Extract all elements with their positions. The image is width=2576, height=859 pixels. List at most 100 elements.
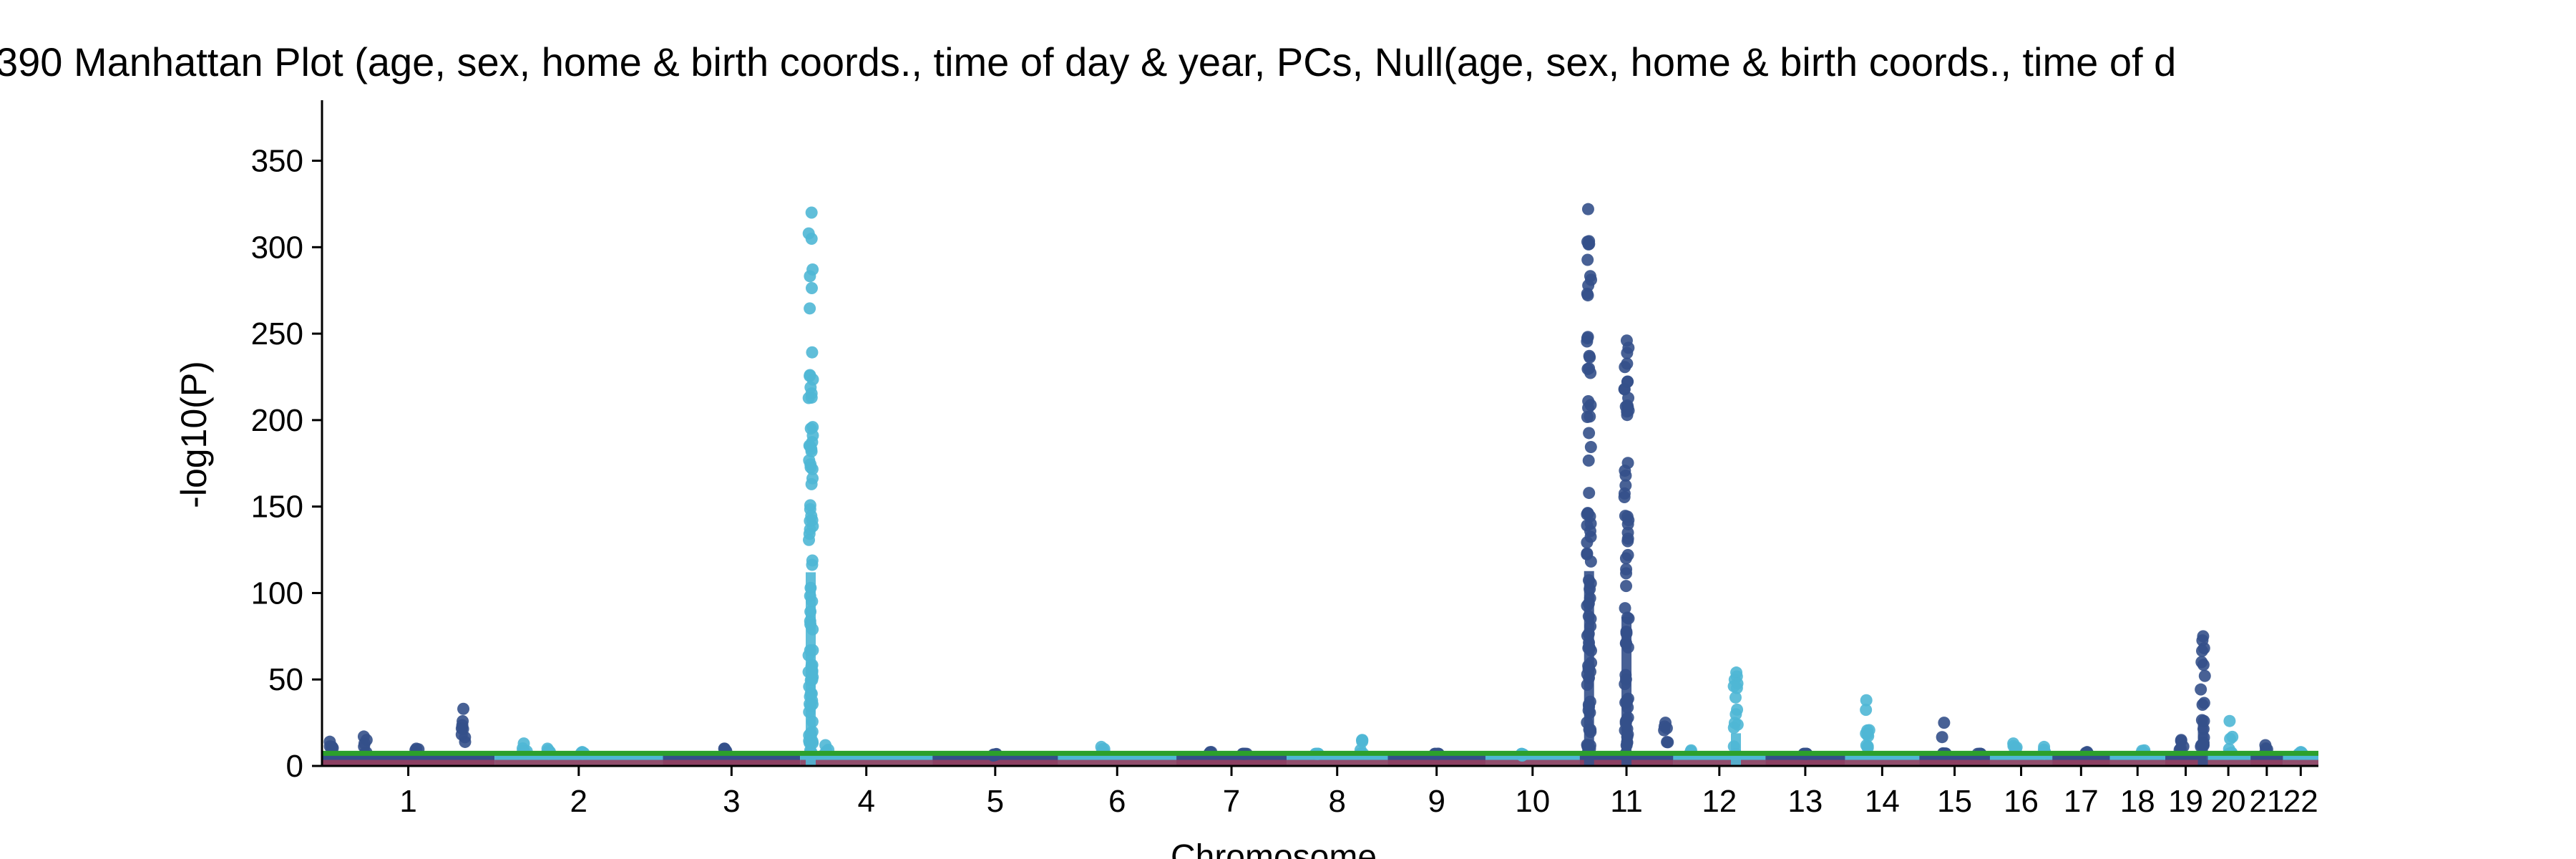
data-point [358, 737, 371, 749]
peak-column [1584, 571, 1594, 766]
data-point [2196, 644, 2209, 657]
data-point [2177, 740, 2190, 753]
x-tick-label: 2 [570, 784, 587, 819]
x-axis-label: Chromosome [1171, 838, 1377, 859]
baseline-band [932, 759, 1058, 766]
y-tick-label: 300 [251, 230, 303, 265]
data-point [1729, 691, 1742, 704]
x-tick-label: 6 [1108, 784, 1126, 819]
data-point [1861, 739, 1874, 752]
data-point [1583, 487, 1596, 500]
data-points [323, 203, 2309, 766]
data-point [1938, 717, 1951, 729]
data-point [1621, 518, 1634, 530]
x-tick-label: 12 [1702, 784, 1737, 819]
data-point [323, 740, 336, 753]
y-tick-label: 50 [268, 662, 303, 697]
x-tick-label: 9 [1428, 784, 1445, 819]
data-point [1621, 526, 1634, 539]
peak-column [2197, 720, 2208, 766]
data-point [806, 472, 819, 485]
data-point [805, 387, 818, 400]
x-tick-label: 20 [2211, 784, 2246, 819]
data-point [804, 369, 816, 382]
data-point [2197, 659, 2210, 671]
data-point [1728, 717, 1741, 729]
data-point [1621, 346, 1634, 359]
baseline-band [1765, 759, 1845, 766]
data-point [1583, 349, 1596, 362]
data-point [1581, 331, 1594, 344]
data-point [1584, 441, 1597, 454]
baseline-band [1176, 759, 1287, 766]
data-point [2224, 732, 2237, 745]
data-point [1584, 517, 1597, 530]
data-point [1621, 375, 1634, 388]
data-point [805, 206, 818, 219]
y-axis: 0 50 100 150 200 250 300 350 [251, 100, 323, 784]
data-point [1581, 548, 1594, 560]
x-tick-label: 10 [1515, 784, 1550, 819]
data-point [806, 554, 819, 567]
data-point [806, 429, 819, 442]
data-point [806, 263, 819, 276]
baseline-band [2283, 759, 2318, 766]
baseline-band [663, 759, 801, 766]
peak-column [1621, 617, 1632, 766]
data-point [804, 523, 816, 535]
x-tick-label: 3 [723, 784, 740, 819]
x-tick-label: 7 [1223, 784, 1240, 819]
data-point [1581, 507, 1594, 520]
data-point [803, 533, 816, 546]
baseline-band [494, 759, 663, 766]
data-point [1619, 552, 1632, 565]
baseline-band [800, 759, 933, 766]
data-point [806, 421, 819, 434]
y-tick-label: 350 [251, 144, 303, 179]
data-point [1581, 203, 1594, 215]
x-tick-label: 5 [987, 784, 1004, 819]
data-point [805, 282, 818, 295]
x-tick-label: 22 [2283, 784, 2318, 819]
data-point [1581, 289, 1594, 302]
peak-column [1730, 733, 1741, 766]
y-tick-label: 0 [286, 749, 303, 784]
data-point [1583, 238, 1596, 251]
data-point [2195, 683, 2207, 696]
x-tick-label: 18 [2120, 784, 2155, 819]
data-point [1621, 409, 1634, 422]
x-tick-label: 16 [2004, 784, 2039, 819]
x-tick-label: 13 [1787, 784, 1823, 819]
baseline-band [1845, 759, 1920, 766]
baseline-band [1919, 759, 1990, 766]
chart-title: 390 Manhattan Plot (age, sex, home & bir… [0, 39, 2176, 84]
x-tick-label: 8 [1328, 784, 1345, 819]
data-point [1581, 536, 1594, 549]
baseline-band [1058, 759, 1177, 766]
data-point [1620, 563, 1633, 576]
data-point [802, 227, 815, 240]
data-point [804, 499, 816, 512]
x-tick-label: 21 [2249, 784, 2284, 819]
y-tick-label: 250 [251, 316, 303, 351]
data-point [805, 510, 818, 523]
data-point [1621, 535, 1634, 548]
data-point [2010, 741, 2023, 754]
x-tick-label: 14 [1865, 784, 1900, 819]
data-point [1620, 580, 1633, 593]
baseline-band [1673, 759, 1766, 766]
x-tick-label: 19 [2168, 784, 2203, 819]
data-point [457, 702, 470, 715]
data-point [1731, 703, 1744, 716]
data-point [1583, 427, 1596, 440]
data-point [1356, 735, 1369, 748]
data-point [803, 439, 816, 452]
baseline-band [2250, 759, 2283, 766]
peak-column [806, 572, 816, 766]
x-tick-label: 15 [1937, 784, 1972, 819]
x-tick-label: 4 [857, 784, 874, 819]
data-point [1621, 357, 1634, 370]
baseline-band [2109, 759, 2165, 766]
data-point [1936, 731, 1948, 744]
